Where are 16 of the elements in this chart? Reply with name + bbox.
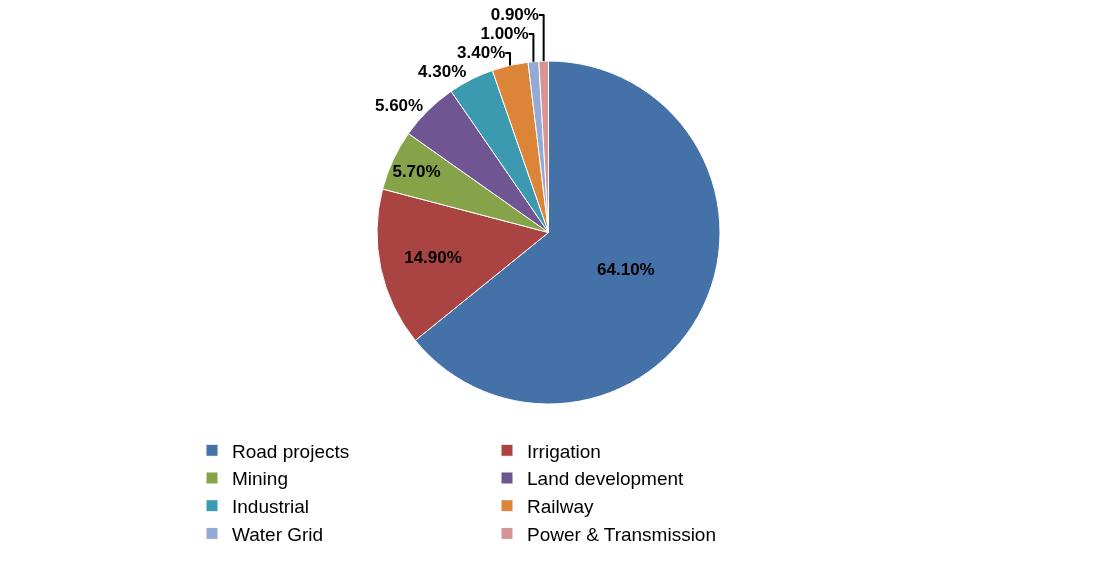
legend-label: Power & Transmission bbox=[527, 523, 717, 545]
legend-label: Mining bbox=[232, 468, 288, 490]
legend-label: Road projects bbox=[232, 440, 350, 462]
data-label: 14.90% bbox=[404, 247, 462, 267]
data-label: 64.10% bbox=[597, 259, 655, 279]
legend-label: Water Grid bbox=[232, 523, 324, 545]
legend-label: Land development bbox=[527, 468, 685, 490]
legend-label: Irrigation bbox=[527, 440, 601, 462]
legend-label: Industrial bbox=[232, 496, 310, 518]
data-label: 1.00% bbox=[480, 24, 529, 44]
data-label: 5.60% bbox=[374, 96, 424, 116]
data-label: 3.40% bbox=[457, 43, 506, 63]
data-label: 5.70% bbox=[392, 161, 441, 181]
data-label: 0.90% bbox=[490, 5, 539, 25]
data-label: 4.30% bbox=[418, 62, 467, 82]
legend-label: Railway bbox=[527, 496, 595, 518]
